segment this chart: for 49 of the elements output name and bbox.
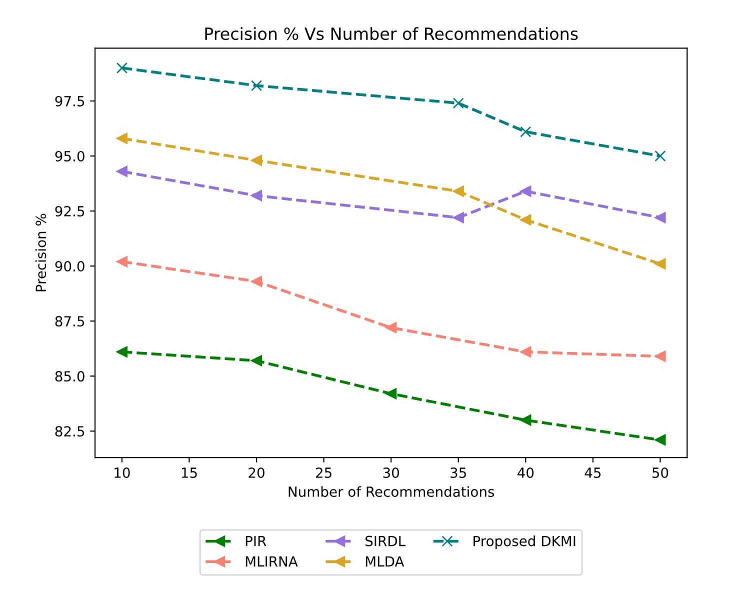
point (520, 346, 532, 358)
x-tick-label: 50 (652, 467, 668, 478)
x-tick-label: 30 (383, 467, 399, 478)
point (520, 414, 532, 426)
point (654, 258, 666, 270)
y-tick-label: 87.5 (55, 316, 84, 327)
point (452, 212, 464, 224)
point (654, 150, 666, 162)
x-tick-label: 10 (114, 467, 130, 478)
point (250, 80, 262, 92)
point (116, 62, 128, 74)
point (654, 434, 666, 446)
legend-label: PIR (246, 536, 266, 546)
legend-label: MLDA (366, 556, 404, 566)
point (250, 355, 262, 366)
point (520, 186, 532, 197)
point (520, 214, 532, 226)
point (452, 186, 464, 197)
point (250, 190, 262, 202)
y-tick-label: 92.5 (55, 206, 84, 216)
point (386, 388, 397, 400)
y-tick-label: 90.0 (55, 261, 84, 272)
x-tick-label: 20 (248, 467, 264, 478)
point (386, 322, 397, 334)
y-tick-label: 95.0 (55, 150, 84, 162)
point (116, 132, 128, 144)
point (250, 154, 262, 166)
point (520, 126, 532, 138)
x-tick-label: 15 (182, 468, 197, 478)
x-tick-label: 40 (518, 467, 534, 478)
point (654, 212, 666, 224)
x-axis-title: Number of Recommendations (288, 486, 494, 497)
point (116, 346, 128, 358)
y-tick-label: 82.5 (55, 426, 84, 437)
y-tick-label: 85.0 (55, 371, 84, 382)
point (116, 256, 128, 268)
point (250, 276, 262, 288)
y-axis-title: Precision % (35, 214, 46, 292)
point (452, 98, 464, 109)
legend-label: Proposed DKMI (474, 536, 576, 549)
point (116, 166, 128, 177)
y-tick-label: 97.5 (55, 96, 84, 106)
x-tick-label: 45 (584, 468, 601, 478)
legend-label: MLIRNA (246, 556, 298, 566)
x-tick-label: 25 (316, 467, 332, 478)
x-tick-label: 35 (450, 467, 466, 478)
point (654, 350, 666, 362)
chart-title: Precision % Vs Number of Recommendations (205, 27, 578, 40)
legend-label: SIRDL (366, 536, 406, 546)
